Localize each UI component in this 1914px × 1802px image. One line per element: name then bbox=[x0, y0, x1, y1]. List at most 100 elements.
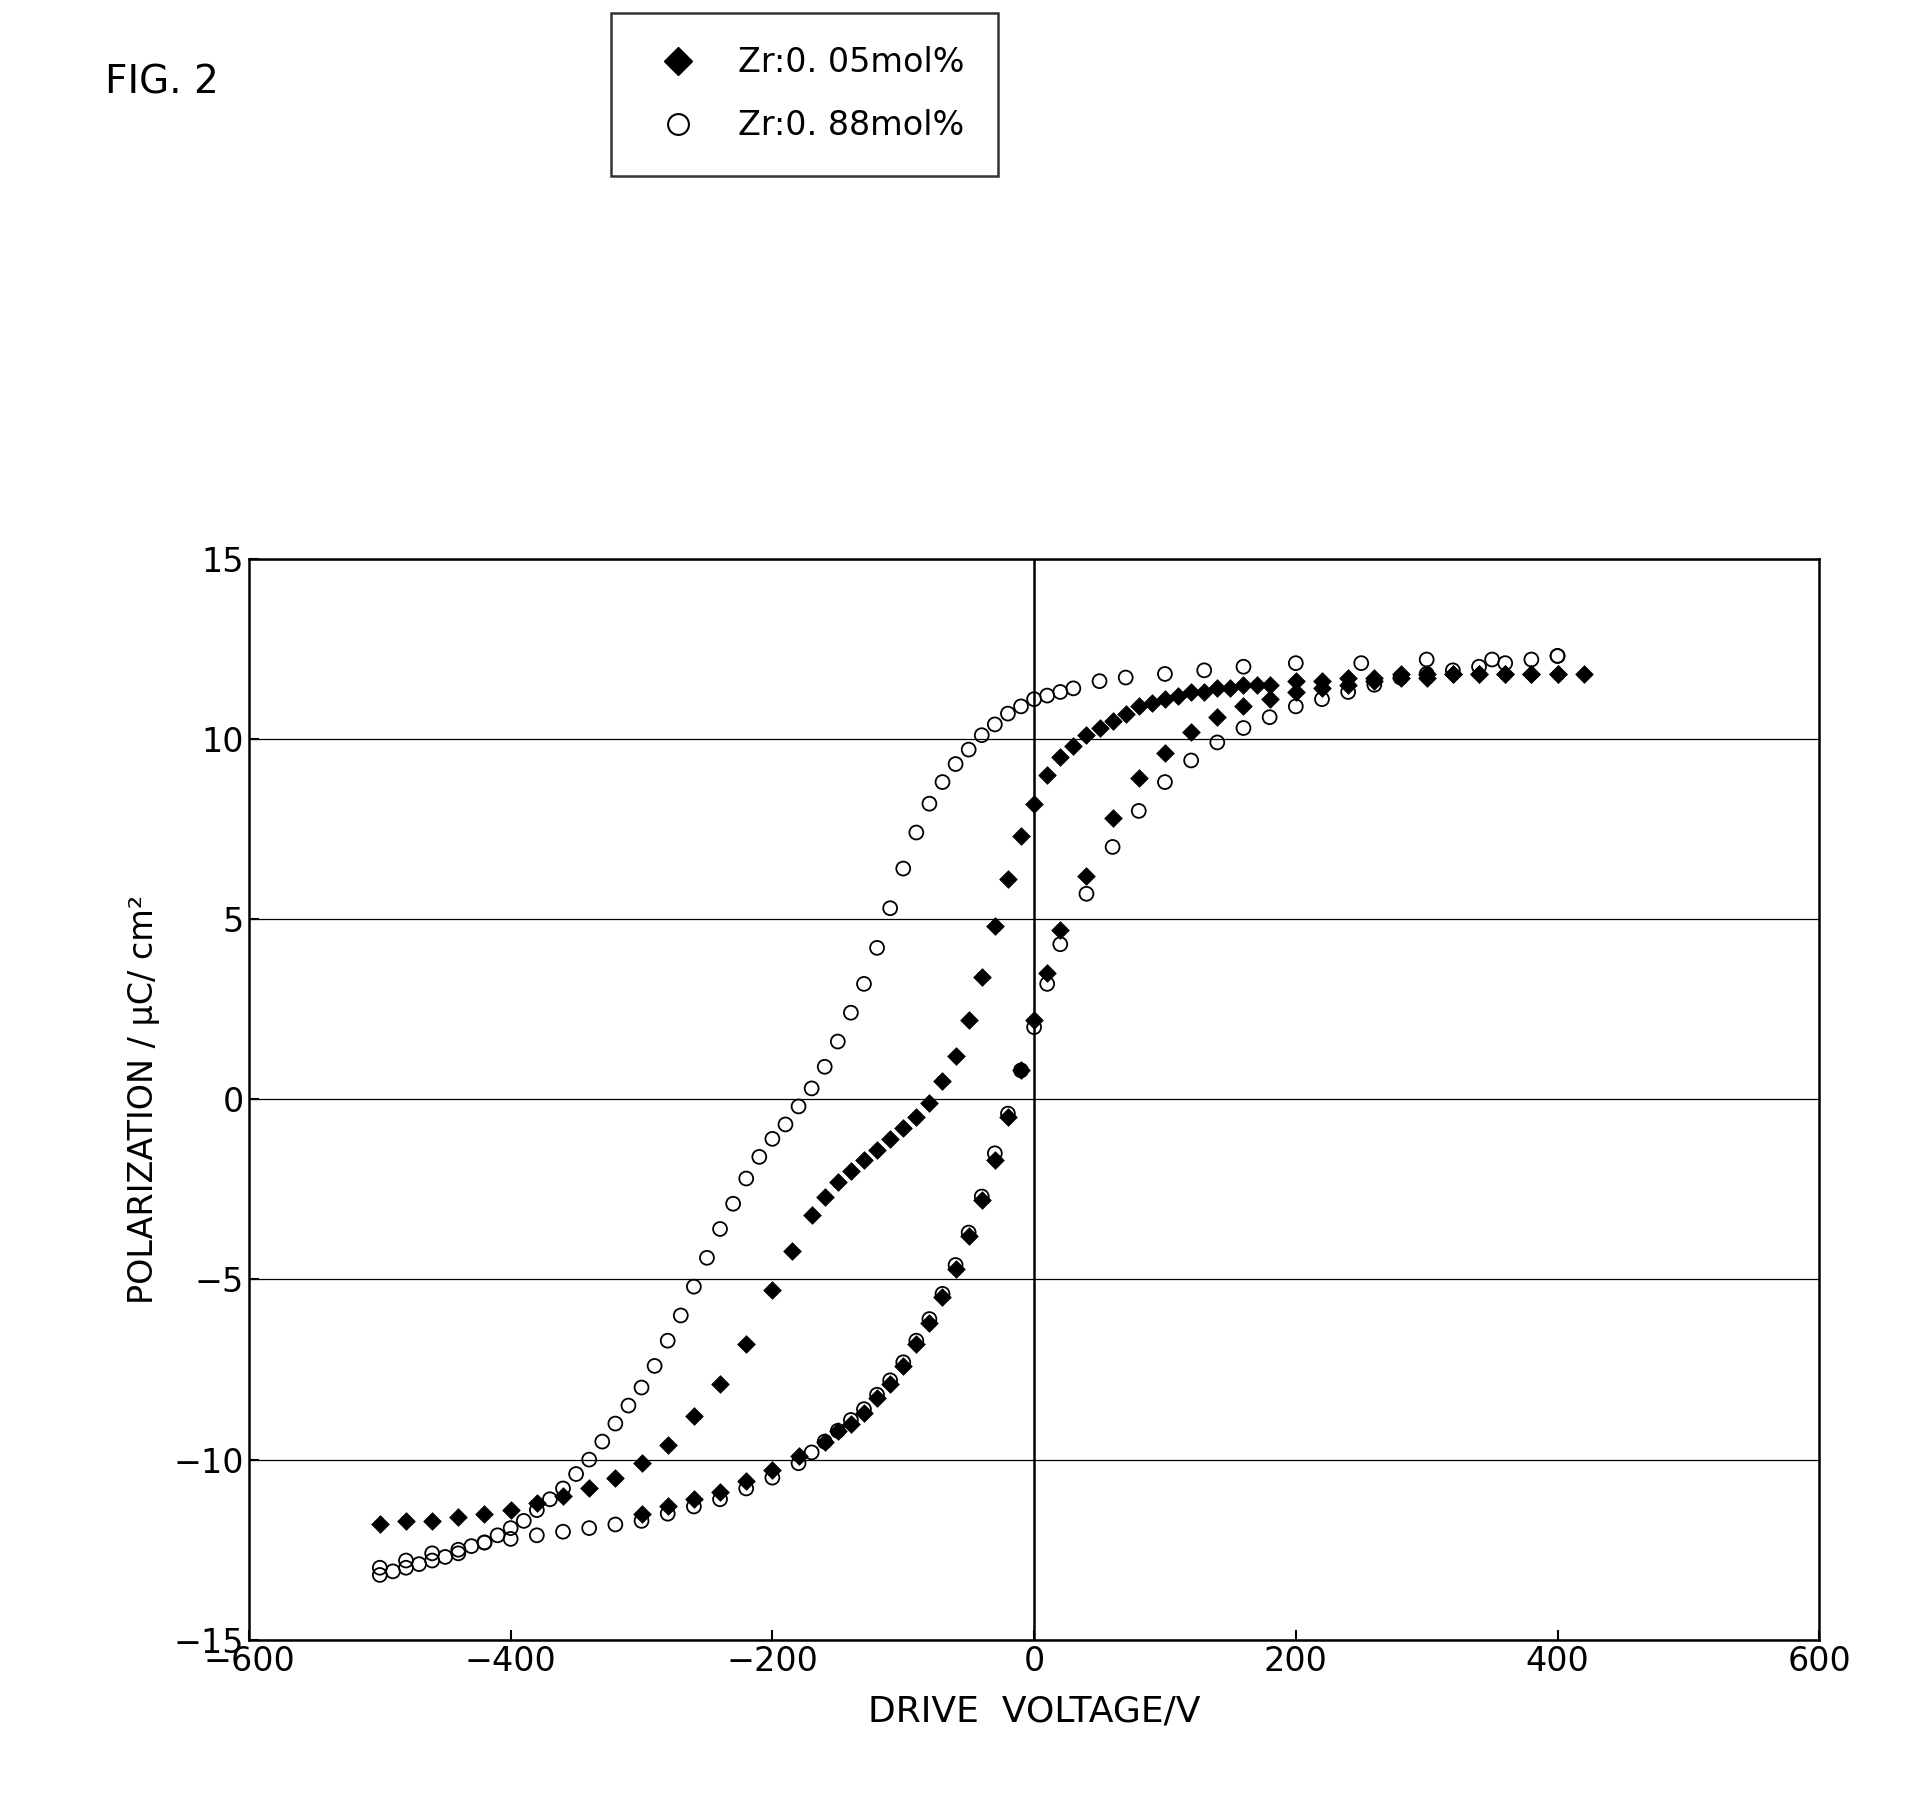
Point bbox=[810, 1427, 840, 1456]
Point bbox=[1541, 660, 1571, 688]
Point bbox=[940, 1042, 970, 1070]
Point bbox=[377, 1557, 408, 1586]
Point bbox=[1359, 663, 1390, 692]
Point bbox=[1148, 739, 1179, 768]
Point bbox=[848, 1395, 879, 1424]
Point bbox=[1124, 796, 1154, 825]
Point bbox=[1083, 667, 1114, 696]
Point bbox=[875, 1124, 905, 1153]
Point bbox=[1516, 660, 1547, 688]
Point bbox=[1005, 1056, 1035, 1085]
Point bbox=[678, 1485, 708, 1514]
Point bbox=[835, 998, 865, 1027]
Point bbox=[888, 854, 919, 883]
Point bbox=[810, 1182, 840, 1211]
Point bbox=[1305, 667, 1336, 696]
Point bbox=[1411, 660, 1441, 688]
Point bbox=[1110, 699, 1141, 728]
Point bbox=[547, 1474, 578, 1503]
Point bbox=[953, 1222, 984, 1251]
Point bbox=[442, 1539, 473, 1568]
Point bbox=[456, 1532, 486, 1561]
Point bbox=[756, 1124, 787, 1153]
Point bbox=[991, 1103, 1022, 1132]
Point bbox=[469, 1499, 500, 1528]
Point bbox=[1018, 685, 1049, 714]
Point bbox=[599, 1463, 630, 1492]
Point bbox=[1346, 649, 1376, 678]
Point bbox=[599, 1510, 630, 1539]
Point bbox=[1280, 678, 1311, 706]
Point bbox=[1097, 706, 1127, 735]
Point bbox=[823, 1416, 854, 1445]
Point bbox=[574, 1474, 605, 1503]
Point bbox=[364, 1561, 394, 1589]
Point bbox=[404, 1550, 434, 1579]
Point bbox=[991, 699, 1022, 728]
Point bbox=[521, 1488, 551, 1517]
Point bbox=[1254, 685, 1284, 714]
Point bbox=[653, 1326, 683, 1355]
Point bbox=[1489, 660, 1520, 688]
Point bbox=[653, 1499, 683, 1528]
Point bbox=[417, 1546, 448, 1575]
Point bbox=[1202, 728, 1233, 757]
Point bbox=[1162, 681, 1192, 710]
Point bbox=[1489, 649, 1520, 678]
Point bbox=[1057, 674, 1087, 703]
Point bbox=[574, 1445, 605, 1474]
Point bbox=[626, 1499, 657, 1528]
Point bbox=[1175, 746, 1206, 775]
X-axis label: DRIVE  VOLTAGE/V: DRIVE VOLTAGE/V bbox=[867, 1694, 1200, 1728]
Point bbox=[469, 1528, 500, 1557]
Point bbox=[835, 1409, 865, 1438]
Point bbox=[980, 1139, 1011, 1168]
Point bbox=[967, 721, 997, 750]
Point bbox=[913, 1305, 944, 1333]
Point bbox=[704, 1485, 735, 1514]
Point bbox=[913, 1308, 944, 1337]
Point bbox=[547, 1517, 578, 1546]
Point bbox=[1083, 714, 1114, 742]
Point bbox=[1411, 645, 1441, 674]
Point bbox=[1148, 660, 1179, 688]
Point bbox=[1437, 660, 1468, 688]
Point bbox=[875, 894, 905, 923]
Point bbox=[777, 1236, 808, 1265]
Point bbox=[835, 1157, 865, 1186]
Point bbox=[1227, 692, 1257, 721]
Point bbox=[390, 1546, 421, 1575]
Point bbox=[731, 1474, 762, 1503]
Point bbox=[926, 768, 957, 796]
Point bbox=[509, 1506, 540, 1535]
Point bbox=[1005, 692, 1035, 721]
Point bbox=[574, 1514, 605, 1543]
Point bbox=[848, 1398, 879, 1427]
Y-axis label: POLARIZATION / μC/ cm²: POLARIZATION / μC/ cm² bbox=[126, 894, 159, 1305]
Point bbox=[1057, 732, 1087, 760]
Point bbox=[653, 1492, 683, 1521]
Point bbox=[875, 1370, 905, 1398]
Point bbox=[417, 1506, 448, 1535]
Point bbox=[1254, 670, 1284, 699]
Point bbox=[888, 1348, 919, 1377]
Point bbox=[1032, 959, 1062, 987]
Point bbox=[1018, 789, 1049, 818]
Point bbox=[586, 1427, 616, 1456]
Point bbox=[417, 1539, 448, 1568]
Point bbox=[1437, 660, 1468, 688]
Point bbox=[1070, 879, 1101, 908]
Point bbox=[980, 912, 1011, 941]
Point bbox=[926, 1283, 957, 1312]
Point bbox=[678, 1492, 708, 1521]
Point bbox=[1332, 678, 1363, 706]
Point bbox=[731, 1467, 762, 1496]
Point bbox=[1227, 652, 1257, 681]
Point bbox=[1202, 703, 1233, 732]
Point bbox=[1005, 1056, 1035, 1085]
Point bbox=[1148, 768, 1179, 796]
Point bbox=[940, 1254, 970, 1283]
Point bbox=[442, 1503, 473, 1532]
Point bbox=[1280, 692, 1311, 721]
Text: FIG. 2: FIG. 2 bbox=[105, 63, 218, 101]
